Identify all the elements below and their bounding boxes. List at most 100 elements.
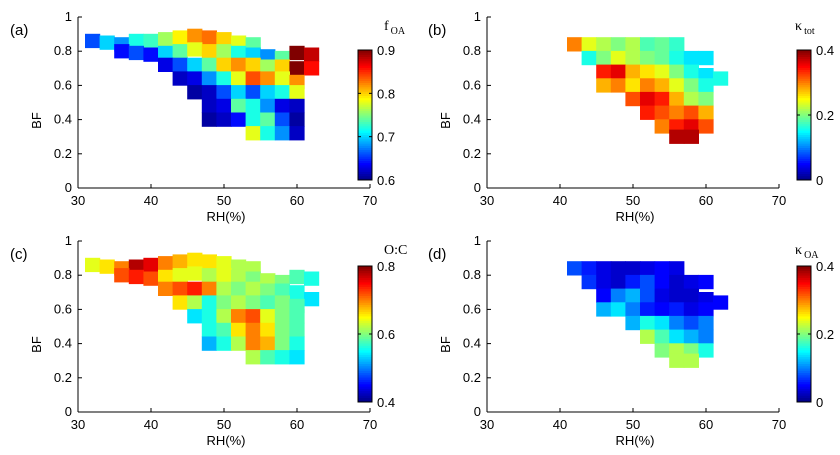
colorbar-segment [797, 112, 811, 116]
heatmap-cell [216, 309, 232, 324]
heatmap-cell [640, 105, 656, 120]
heatmap-cell [172, 30, 188, 45]
colorbar-segment [358, 284, 372, 287]
colorbar-segment [358, 91, 372, 94]
colorbar-segment [797, 379, 811, 383]
colorbar-segment [797, 141, 811, 144]
heatmap-cell [698, 50, 714, 66]
colorbar-segment [358, 125, 372, 129]
colorbar-segment [358, 338, 372, 342]
heatmap-cell [143, 33, 159, 49]
colorbar-segment [797, 169, 811, 172]
colorbar-segment [797, 381, 811, 385]
heatmap-cell [610, 274, 626, 290]
colorbar-segment [797, 340, 811, 344]
colorbar-segment [358, 334, 372, 337]
panel-label: (a) [10, 22, 28, 39]
colorbar-segment [797, 147, 811, 151]
colorbar-segment [358, 119, 372, 122]
heatmap-cell [654, 261, 670, 276]
colorbar-segment [358, 93, 372, 96]
colorbar-segment [358, 69, 372, 73]
colorbar-tick-label: 0.2 [816, 327, 834, 342]
heatmap-cell [245, 336, 261, 351]
heatmap-cell [683, 302, 699, 317]
heatmap-cell [669, 50, 685, 66]
y-tick-label: 0.2 [54, 146, 72, 161]
colorbar-segment [797, 356, 811, 360]
heatmap-cell [216, 322, 232, 338]
heatmap-cell [201, 44, 217, 59]
colorbar-segment [797, 324, 811, 328]
colorbar-segment [797, 390, 811, 394]
y-axis-label: BF [438, 112, 453, 129]
colorbar-segment [797, 372, 811, 376]
colorbar-segment [797, 386, 811, 389]
colorbar-segment [358, 78, 372, 81]
heatmap-cell [231, 71, 247, 86]
colorbar-segment [358, 156, 372, 159]
heatmap-cell [260, 336, 276, 351]
colorbar-segment [358, 162, 372, 166]
x-tick-label: 60 [699, 193, 713, 208]
heatmap-cell [216, 44, 232, 59]
colorbar-segment [358, 80, 372, 83]
colorbar-segment [797, 302, 811, 306]
colorbar-segment [797, 343, 811, 346]
colorbar-segment [797, 352, 811, 355]
heatmap-cell [216, 71, 232, 86]
colorbar-segment [797, 134, 811, 138]
heatmap-cell [231, 57, 247, 72]
heatmap-cell [596, 274, 612, 290]
colorbar-segment [358, 169, 372, 172]
colorbar-segment [358, 130, 372, 133]
y-axis-label: BF [29, 336, 44, 353]
colorbar-segment [797, 78, 811, 81]
heatmap-cell [274, 350, 290, 365]
heatmap-cell [201, 85, 217, 100]
colorbar-segment [358, 76, 372, 79]
colorbar-segment [797, 300, 811, 303]
heatmap-cell [698, 91, 714, 107]
heatmap-cell [216, 336, 232, 351]
x-tick-label: 70 [363, 417, 377, 432]
colorbar-segment [358, 73, 372, 77]
heatmap-cell [654, 50, 670, 66]
heatmap-cell [187, 57, 203, 72]
y-tick-label: 1 [65, 233, 72, 248]
heatmap-cell [143, 47, 159, 62]
heatmap-cell [640, 274, 656, 290]
colorbar-segment [358, 141, 372, 144]
colorbar-segment [358, 54, 372, 57]
colorbar-segment [358, 318, 372, 321]
colorbar-title-sub: OA [391, 26, 406, 37]
heatmap-cell [260, 322, 276, 338]
heatmap-cell [669, 64, 685, 79]
colorbar-segment [358, 386, 372, 389]
colorbar-segment [358, 368, 372, 371]
x-tick-label: 70 [772, 417, 786, 432]
heatmap-cell [216, 112, 232, 127]
colorbar-segment [797, 84, 811, 88]
colorbar-segment [358, 132, 372, 135]
y-tick-label: 0.4 [463, 336, 481, 351]
colorbar-segment [797, 97, 811, 101]
heatmap-cell [245, 71, 261, 86]
x-tick-label: 30 [71, 193, 85, 208]
heatmap-cell [669, 302, 685, 317]
colorbar-segment [358, 95, 372, 99]
heatmap-cell [245, 309, 261, 324]
colorbar-segment [797, 123, 811, 127]
colorbar-segment [797, 270, 811, 274]
heatmap-cell [640, 37, 656, 52]
colorbar-segment [358, 370, 372, 374]
panel-label: (b) [428, 22, 446, 39]
heatmap-cell [274, 295, 290, 310]
colorbar-segment [358, 102, 372, 105]
colorbar-segment [358, 286, 372, 290]
colorbar-segment [797, 288, 811, 292]
colorbar-segment [358, 71, 372, 75]
colorbar-segment [358, 361, 372, 364]
colorbar-segment [358, 52, 372, 55]
colorbar-segment [797, 56, 811, 60]
